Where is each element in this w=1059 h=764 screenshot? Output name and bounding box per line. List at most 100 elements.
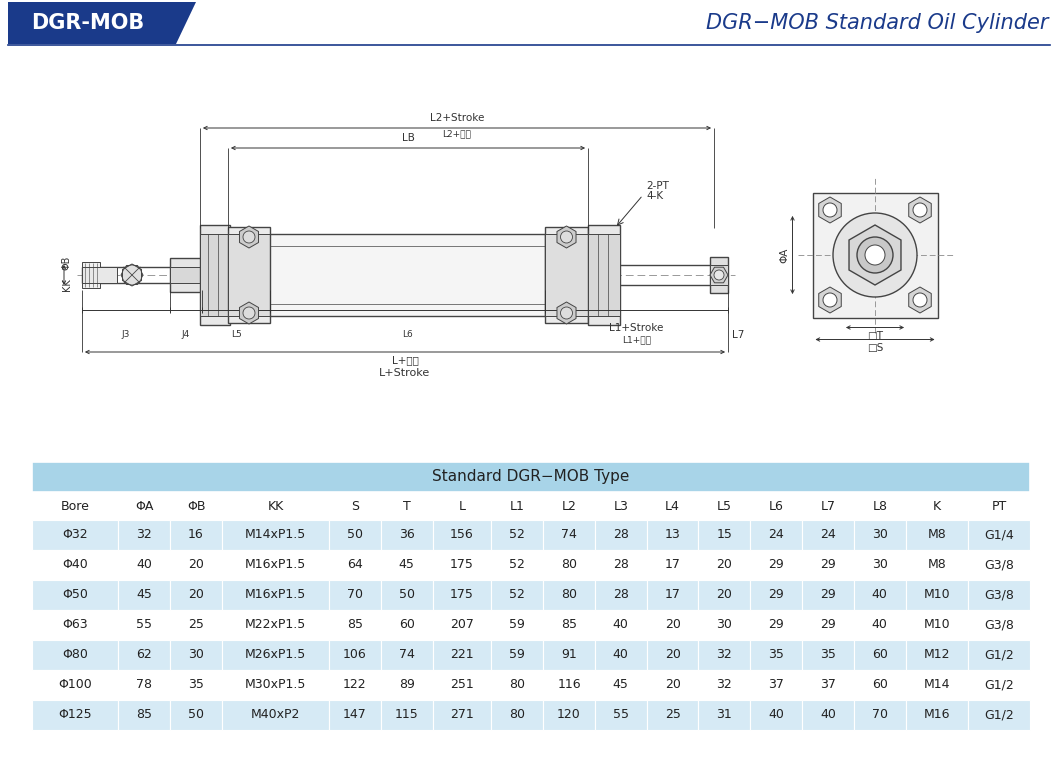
Bar (491, 550, 543, 580)
Bar (32, 640, 119, 670)
Text: 20: 20 (717, 558, 733, 571)
Text: 40: 40 (613, 619, 629, 632)
Text: 29: 29 (820, 619, 836, 632)
Text: 15: 15 (717, 529, 733, 542)
Bar (968, 580, 1030, 610)
Bar (82, 262, 100, 288)
Text: 29: 29 (769, 619, 784, 632)
Text: 50: 50 (347, 529, 363, 542)
Bar (432, 580, 491, 610)
Text: M30xP1.5: M30xP1.5 (245, 678, 306, 691)
Text: M14xP1.5: M14xP1.5 (245, 529, 306, 542)
Text: 50: 50 (398, 588, 415, 601)
Bar (854, 610, 905, 640)
Text: Φ40: Φ40 (62, 558, 88, 571)
Text: L1: L1 (509, 500, 524, 513)
Polygon shape (121, 265, 143, 284)
Bar (854, 492, 905, 520)
Bar (905, 640, 968, 670)
Circle shape (560, 307, 573, 319)
Text: M16xP1.5: M16xP1.5 (245, 558, 306, 571)
Text: G1/2: G1/2 (984, 678, 1013, 691)
Bar (968, 550, 1030, 580)
Bar (170, 670, 222, 700)
Text: L1+行程: L1+行程 (622, 335, 651, 344)
Text: L1+Stroke: L1+Stroke (609, 323, 664, 333)
Bar (381, 670, 432, 700)
Bar (170, 550, 222, 580)
Text: 40: 40 (137, 558, 152, 571)
Bar (170, 640, 222, 670)
Bar (381, 520, 432, 550)
Bar (750, 520, 802, 550)
Bar (32, 462, 1030, 492)
Text: Standard DGR−MOB Type: Standard DGR−MOB Type (432, 470, 630, 484)
Text: 28: 28 (613, 558, 629, 571)
Polygon shape (123, 264, 142, 286)
Bar (699, 550, 750, 580)
Text: 20: 20 (665, 678, 681, 691)
Text: 221: 221 (450, 649, 473, 662)
Text: L2+Stroke: L2+Stroke (430, 113, 484, 123)
Bar (170, 610, 222, 640)
Text: L8: L8 (873, 500, 887, 513)
Bar (647, 550, 699, 580)
Polygon shape (710, 267, 728, 283)
Text: L5: L5 (231, 330, 241, 339)
Text: K: K (933, 500, 940, 513)
Text: M22xP1.5: M22xP1.5 (245, 619, 306, 632)
Text: 30: 30 (872, 529, 887, 542)
Text: L7: L7 (732, 330, 744, 340)
Text: 30: 30 (717, 619, 733, 632)
Text: 89: 89 (399, 678, 415, 691)
Text: 115: 115 (395, 708, 418, 721)
Bar (543, 640, 595, 670)
Polygon shape (557, 302, 576, 324)
Text: 62: 62 (137, 649, 152, 662)
Text: 85: 85 (347, 619, 363, 632)
Text: 59: 59 (509, 649, 525, 662)
Bar (543, 550, 595, 580)
Text: 4-K: 4-K (646, 191, 663, 201)
Bar (595, 640, 647, 670)
Text: Bore: Bore (60, 500, 90, 513)
Bar (905, 580, 968, 610)
Bar (32, 550, 119, 580)
Bar (200, 234, 230, 316)
Text: 28: 28 (613, 588, 629, 601)
Bar (905, 550, 968, 580)
Bar (543, 670, 595, 700)
Text: 45: 45 (613, 678, 629, 691)
Text: T: T (402, 500, 411, 513)
Text: 31: 31 (717, 708, 732, 721)
Bar (543, 520, 595, 550)
Circle shape (714, 270, 724, 280)
Polygon shape (8, 2, 196, 44)
Bar (32, 610, 119, 640)
Bar (432, 492, 491, 520)
Bar (170, 267, 202, 283)
Bar (588, 234, 620, 316)
Text: 40: 40 (872, 588, 887, 601)
Bar (329, 580, 381, 610)
Text: M12: M12 (923, 649, 950, 662)
Bar (222, 670, 329, 700)
Bar (432, 700, 491, 730)
Text: 2-PT: 2-PT (646, 181, 669, 191)
Text: ΦB: ΦB (186, 500, 205, 513)
Text: G1/2: G1/2 (984, 649, 1013, 662)
Circle shape (857, 237, 893, 273)
Bar (802, 580, 854, 610)
Text: 60: 60 (872, 649, 887, 662)
Bar (329, 520, 381, 550)
Bar (588, 225, 620, 325)
Polygon shape (849, 225, 901, 285)
Bar (854, 520, 905, 550)
Bar (491, 700, 543, 730)
Bar (119, 640, 170, 670)
Text: DGR−MOB Standard Oil Cylinder: DGR−MOB Standard Oil Cylinder (705, 13, 1048, 33)
Bar (699, 610, 750, 640)
Bar (699, 520, 750, 550)
Bar (968, 492, 1030, 520)
Text: 80: 80 (561, 558, 577, 571)
